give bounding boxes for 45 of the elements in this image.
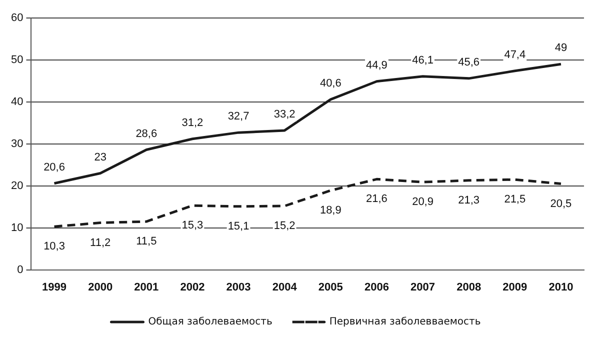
x-tick-label: 2008 — [456, 281, 482, 294]
data-label: 11,2 — [90, 236, 111, 249]
data-label: 20,9 — [412, 196, 434, 208]
data-label: 11,5 — [136, 236, 157, 248]
legend-label: Общая заболеваемость — [148, 316, 272, 328]
y-tick-label: 40 — [10, 96, 24, 108]
data-label: 40,6 — [320, 77, 342, 90]
data-label: 15,1 — [228, 220, 250, 232]
data-label: 33,2 — [274, 108, 296, 120]
x-tick-label: 1999 — [42, 281, 67, 294]
data-label: 20,5 — [550, 198, 572, 210]
data-label: 23 — [94, 151, 106, 164]
y-tick-label: 20 — [10, 180, 24, 192]
y-tick-label: 10 — [10, 222, 24, 234]
data-label: 21,3 — [458, 194, 480, 206]
data-label: 15,2 — [274, 220, 296, 232]
data-label: 18,9 — [320, 204, 342, 217]
x-tick-label: 2005 — [318, 281, 343, 294]
x-tick-label: 2003 — [226, 281, 251, 294]
y-tick-label: 50 — [10, 54, 24, 66]
data-label: 45,6 — [458, 56, 480, 68]
data-label: 46,1 — [412, 54, 434, 66]
x-tick-label: 2007 — [410, 281, 436, 294]
x-tick-label: 2002 — [180, 281, 205, 294]
legend-label: Первичная заболевваемость — [329, 316, 481, 328]
data-label: 21,6 — [366, 193, 388, 206]
x-tick-label: 2006 — [364, 281, 389, 294]
y-tick-label: 60 — [10, 12, 24, 24]
x-tick-label: 2000 — [88, 281, 113, 294]
x-tick-label: 2004 — [272, 281, 298, 294]
data-label: 21,5 — [504, 194, 526, 206]
y-tick-label: 0 — [17, 264, 24, 276]
data-label: 32,7 — [228, 110, 250, 123]
data-label: 15,3 — [182, 220, 204, 232]
x-tick-label: 2001 — [134, 281, 159, 294]
x-tick-label: 2009 — [502, 281, 528, 294]
x-tick-label: 2010 — [548, 281, 574, 294]
data-label: 31,2 — [182, 116, 204, 129]
data-label: 28,6 — [136, 128, 158, 140]
data-label: 44,9 — [366, 59, 388, 72]
data-label: 49 — [554, 42, 568, 54]
data-label: 20,6 — [44, 161, 65, 174]
data-label: 47,4 — [504, 48, 526, 61]
y-tick-label: 30 — [10, 138, 24, 150]
data-label: 10,3 — [44, 240, 65, 253]
